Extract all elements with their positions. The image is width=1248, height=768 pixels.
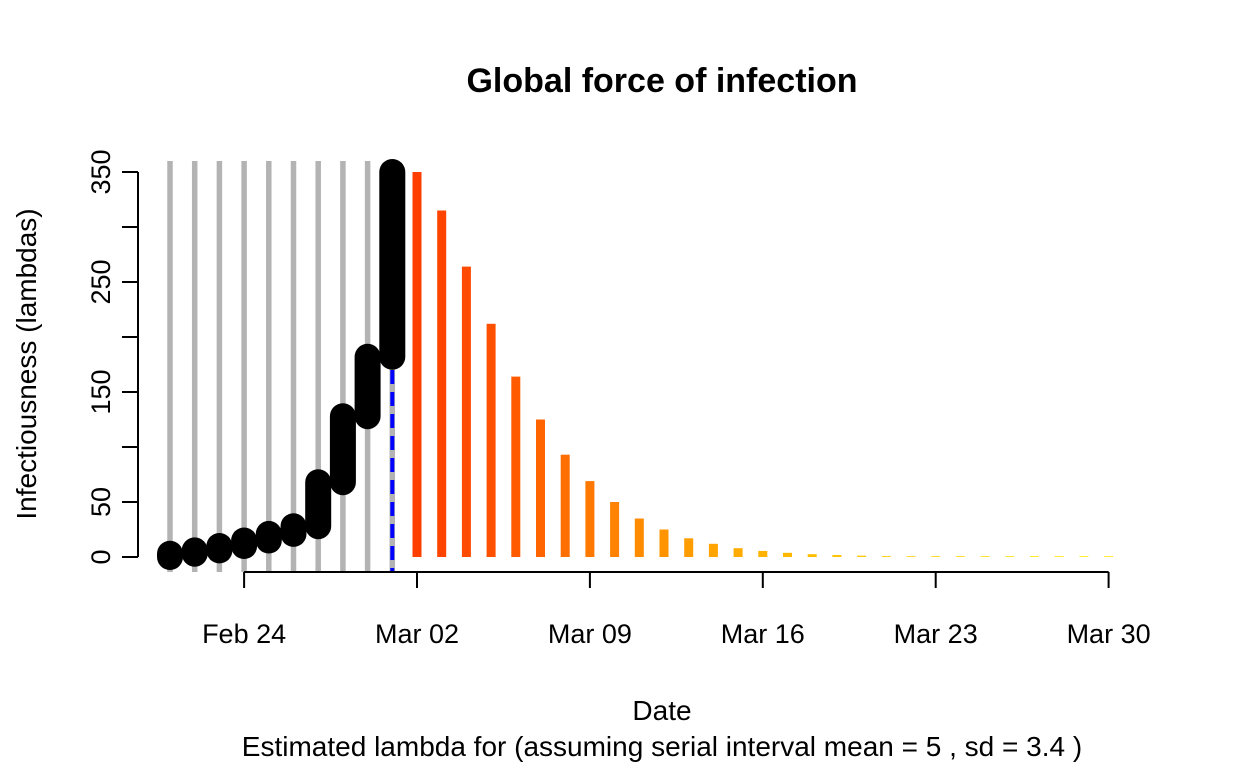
projection-bar <box>1079 556 1089 557</box>
projection-bar <box>980 556 990 557</box>
y-axis: 0 50 150 250 350 <box>86 149 139 565</box>
projection-bar <box>437 210 447 557</box>
x-tick-label: Mar 16 <box>721 619 805 649</box>
projection-bar <box>807 554 817 557</box>
x-axis: Feb 24 Mar 02 Mar 09 Mar 16 Mar 23 Mar 30 <box>202 571 1151 649</box>
plot-area <box>157 159 1114 572</box>
y-tick-label: 250 <box>86 259 116 304</box>
projection-bar <box>610 502 620 557</box>
projection-bar <box>955 556 965 557</box>
projection-bar <box>857 555 867 557</box>
projection-bar <box>733 548 743 557</box>
projection-bar <box>783 552 792 557</box>
projection-bar <box>659 529 669 557</box>
x-tick-label: Feb 24 <box>202 619 286 649</box>
projection-bar <box>832 555 842 557</box>
projection-bar <box>1030 556 1039 557</box>
projection-bar <box>758 550 768 557</box>
projection-bar <box>684 538 694 557</box>
projection-bar <box>881 556 891 557</box>
projection-bar <box>511 376 521 557</box>
projection-bar <box>931 556 941 557</box>
x-tick-label: Mar 02 <box>375 619 459 649</box>
projection-bar <box>708 543 718 557</box>
projection-bar <box>1005 556 1015 557</box>
projection-bar <box>560 454 570 557</box>
x-axis-label: Date <box>632 695 691 726</box>
chart-subtitle: Estimated lambda for (assuming serial in… <box>242 731 1082 762</box>
projection-bar <box>1054 556 1064 557</box>
chart-title: Global force of infection <box>466 62 857 100</box>
x-tick-label: Mar 23 <box>894 619 978 649</box>
projection-bar <box>634 518 644 557</box>
projection-bar <box>1104 556 1114 557</box>
projection-bar <box>486 323 496 557</box>
y-tick-label: 0 <box>86 549 116 564</box>
projection-bar <box>536 419 545 557</box>
y-tick-label: 50 <box>86 487 116 517</box>
x-tick-label: Mar 30 <box>1067 619 1151 649</box>
y-axis-label: Infectiousness (lambdas) <box>11 208 42 519</box>
x-tick-label: Mar 09 <box>548 619 632 649</box>
projection-bar <box>461 266 471 557</box>
y-tick-label: 150 <box>86 369 116 414</box>
projection-bar <box>906 556 916 557</box>
projection-bar <box>585 481 595 557</box>
projection-bar <box>412 172 422 557</box>
y-tick-label: 350 <box>86 149 116 194</box>
